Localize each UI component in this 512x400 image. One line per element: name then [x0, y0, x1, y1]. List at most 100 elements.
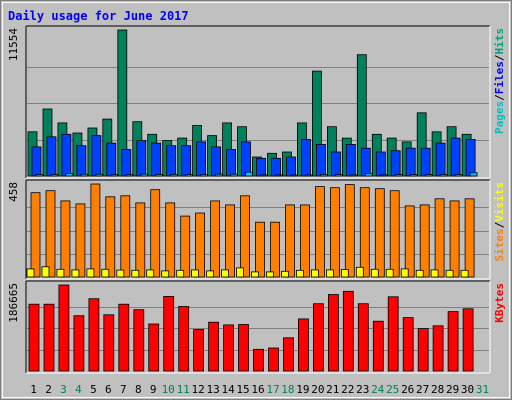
bar-pages-day-2 [50, 174, 59, 177]
bar-files-day-14 [226, 149, 237, 177]
bar-kbytes-day-23 [357, 303, 369, 372]
bar-visits-day-27 [419, 204, 430, 278]
bar-sites-day-29 [445, 269, 454, 278]
bar-kbytes-day-6 [103, 314, 115, 372]
bar-pages-day-11 [185, 174, 194, 177]
bar-files-day-12 [196, 141, 207, 177]
bar-kbytes-day-17 [268, 347, 279, 372]
bar-pages-day-26 [409, 174, 418, 177]
bar-sites-day-16 [251, 271, 259, 278]
legend-item-kbytes: KBytes [493, 283, 506, 323]
x-tick-label-day-20: 20 [311, 383, 324, 396]
bar-kbytes-day-2 [43, 303, 55, 372]
bar-kbytes-day-30 [462, 308, 474, 372]
bar-visits-day-24 [374, 188, 385, 278]
bar-pages-day-19 [304, 174, 313, 177]
bar-sites-day-7 [116, 269, 125, 278]
bar-sites-day-4 [71, 269, 80, 278]
bar-files-day-16 [256, 157, 266, 177]
bar-kbytes-day-29 [447, 311, 459, 372]
bar-kbytes-day-27 [417, 328, 429, 372]
bar-sites-day-20 [310, 269, 319, 278]
bar-files-day-22 [345, 143, 356, 177]
panel-hits-axis-max-label: 11554 [7, 28, 20, 61]
x-tick-label-day-18: 18 [281, 383, 294, 396]
bar-pages-day-4 [80, 173, 89, 177]
bar-visits-day-12 [195, 212, 206, 278]
bar-files-day-11 [181, 145, 192, 177]
x-tick-label-day-12: 12 [191, 383, 204, 396]
bar-sites-day-14 [221, 269, 230, 278]
bar-visits-day-3 [60, 200, 71, 278]
bar-pages-day-15 [245, 171, 253, 177]
legend-separator: / [493, 54, 506, 61]
panel-hits-legend: Pages/Files/Hits [493, 28, 506, 134]
bar-sites-day-2 [41, 266, 50, 278]
x-tick-label-day-14: 14 [221, 383, 235, 396]
bar-sites-day-22 [340, 269, 349, 278]
legend-item-sites: Sites [493, 228, 506, 261]
bar-pages-day-12 [200, 174, 209, 177]
bar-kbytes-day-25 [387, 296, 399, 372]
bar-visits-day-26 [404, 205, 415, 278]
bar-visits-day-29 [449, 200, 460, 278]
x-tick-label-day-24: 24 [371, 383, 385, 396]
bar-files-day-7 [121, 149, 132, 177]
bar-files-day-30 [465, 138, 476, 177]
bar-visits-day-18 [285, 204, 295, 278]
bar-pages-day-17 [275, 174, 283, 177]
bar-files-day-17 [271, 157, 281, 177]
bar-sites-day-18 [281, 270, 289, 278]
x-tick-label-day-15: 15 [236, 383, 249, 396]
bar-visits-day-14 [225, 204, 236, 278]
bar-pages-day-16 [260, 174, 268, 177]
bar-visits-day-15 [240, 195, 250, 278]
legend-item-pages: Pages [493, 101, 506, 134]
bar-visits-day-2 [45, 190, 56, 278]
bar-pages-day-28 [439, 174, 448, 177]
panel-visits-legend: Sites/Visits [493, 182, 506, 262]
bar-files-day-15 [241, 141, 251, 177]
bar-pages-day-13 [215, 173, 224, 177]
bar-visits-day-9 [150, 189, 161, 278]
bar-files-day-26 [405, 147, 416, 177]
bar-visits-day-11 [180, 215, 191, 278]
x-tick-label-day-27: 27 [416, 383, 429, 396]
bar-pages-day-5 [95, 173, 104, 177]
bar-kbytes-day-9 [148, 323, 160, 372]
bar-pages-day-18 [290, 174, 298, 177]
bar-files-day-2 [46, 136, 57, 177]
bar-pages-day-29 [454, 174, 463, 177]
bar-sites-day-5 [86, 268, 95, 278]
bar-pages-day-8 [140, 173, 149, 177]
bar-visits-day-19 [299, 204, 310, 278]
x-tick-label-day-1: 1 [30, 383, 37, 396]
x-tick-label-day-11: 11 [177, 383, 190, 396]
bar-sites-day-6 [101, 268, 110, 278]
x-tick-label-day-31: 31 [476, 383, 489, 396]
bar-sites-day-15 [236, 267, 244, 278]
bar-files-day-21 [330, 151, 341, 177]
bar-sites-day-10 [161, 270, 170, 278]
chart-title: Daily usage for June 2017 [8, 9, 189, 23]
bar-pages-day-27 [424, 174, 433, 177]
x-tick-label-day-8: 8 [135, 383, 142, 396]
panel-kbytes-legend: KBytes [493, 283, 506, 323]
bar-files-day-28 [435, 142, 446, 177]
bar-sites-day-24 [370, 268, 379, 278]
bar-pages-day-9 [155, 174, 164, 177]
bar-pages-day-6 [110, 174, 119, 177]
bar-kbytes-day-22 [342, 290, 354, 372]
panel-kbytes-axis-max-label: 186665 [7, 283, 20, 323]
panel-visits-axis-max-label: 458 [7, 182, 20, 202]
bar-files-day-4 [76, 145, 87, 177]
bar-sites-day-3 [56, 268, 65, 278]
bar-sites-day-30 [460, 269, 469, 278]
bar-pages-day-25 [394, 174, 403, 177]
bar-sites-day-17 [266, 271, 274, 278]
x-tick-label-day-17: 17 [266, 383, 279, 396]
bar-files-day-18 [286, 156, 296, 177]
bar-pages-day-24 [379, 174, 388, 177]
bar-visits-day-17 [270, 221, 280, 278]
x-tick-label-day-2: 2 [45, 383, 52, 396]
